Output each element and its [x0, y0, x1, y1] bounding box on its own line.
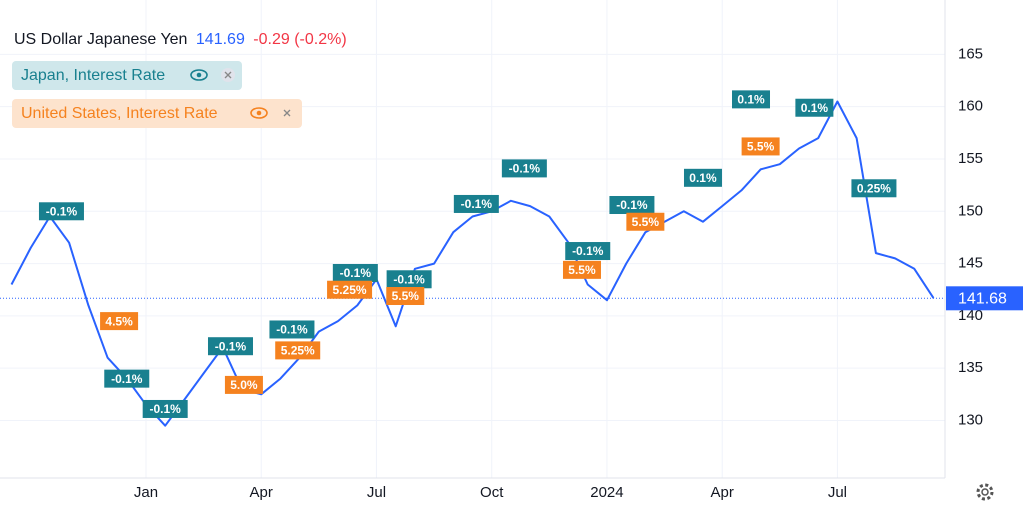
close-icon[interactable]	[283, 109, 291, 117]
current-price-box	[946, 286, 1023, 311]
event-flag-label: -0.1%	[111, 372, 143, 386]
event-flag	[269, 320, 315, 339]
title: US Dollar Japanese Yen	[14, 31, 187, 48]
event-flag-label: 5.5%	[568, 263, 596, 277]
event-flag-label: -0.1%	[150, 402, 182, 416]
header: US Dollar Japanese Yen 141.69 -0.29 (-0.…	[14, 31, 347, 48]
event-flag	[851, 179, 897, 198]
event-flag-label: -0.1%	[461, 197, 493, 211]
y-tick-label: 165	[958, 45, 983, 62]
event-flag-label: -0.1%	[340, 266, 372, 280]
event-flag-label: -0.1%	[572, 244, 604, 258]
event-flag	[332, 263, 378, 282]
event-flag-label: -0.1%	[393, 272, 425, 286]
x-tick-label: 2024	[590, 484, 623, 501]
y-tick-label: 160	[958, 98, 983, 115]
change: -0.29 (-0.2%)	[253, 31, 346, 48]
event-flag	[609, 196, 655, 215]
event-flag	[275, 341, 321, 360]
event-flag	[562, 260, 601, 279]
event-flag	[795, 98, 834, 117]
event-flag	[741, 137, 780, 156]
event-flag	[453, 194, 499, 213]
x-tick-label: Jan	[134, 484, 158, 501]
close-icon[interactable]	[221, 68, 235, 82]
legend-chip[interactable]	[12, 61, 242, 90]
x-tick-label: Apr	[711, 484, 734, 501]
x-tick-label: Apr	[250, 484, 273, 501]
event-flag-label: 5.5%	[632, 215, 660, 229]
event-flag	[501, 159, 547, 178]
event-flag	[224, 375, 263, 394]
eye-icon[interactable]	[190, 69, 208, 81]
price-line	[10, 100, 935, 427]
x-tick-label: Oct	[480, 484, 504, 501]
event-flag-label: 5.25%	[333, 283, 367, 297]
y-tick-label: 150	[958, 202, 983, 219]
x-tick-label: Jul	[828, 484, 847, 501]
eye-icon[interactable]	[250, 107, 268, 119]
event-flag-label: -0.1%	[276, 323, 308, 337]
event-flag-label: -0.1%	[46, 204, 78, 218]
event-flag-label: 5.5%	[747, 140, 775, 154]
event-flag-label: -0.1%	[616, 198, 648, 212]
event-flag-label: -0.1%	[215, 339, 247, 353]
event-flag-label: 0.25%	[857, 181, 891, 195]
event-flag	[207, 337, 253, 356]
event-flag-label: 4.5%	[105, 314, 133, 328]
settings-icon[interactable]	[976, 483, 994, 501]
event-flag	[386, 270, 432, 289]
y-tick-label: 135	[958, 359, 983, 376]
last-price: 141.69	[196, 31, 245, 48]
legend-chip[interactable]	[12, 99, 302, 128]
y-tick-label: 155	[958, 150, 983, 167]
y-tick-label: 140	[958, 307, 983, 324]
event-flag-label: -0.1%	[509, 162, 541, 176]
event-flag	[565, 242, 611, 261]
event-flag	[327, 280, 373, 299]
event-flag-label: 5.0%	[230, 378, 258, 392]
event-flag-label: 0.1%	[737, 93, 765, 107]
event-flag-label: 0.1%	[801, 101, 829, 115]
y-tick-label: 130	[958, 411, 983, 428]
legend-label: Japan, Interest Rate	[21, 67, 165, 84]
event-flag	[626, 212, 665, 231]
current-price-label: 141.68	[958, 291, 1007, 308]
event-flag	[38, 202, 84, 221]
y-tick-label: 145	[958, 255, 983, 272]
event-flag	[732, 90, 771, 109]
legend-label: United States, Interest Rate	[21, 105, 218, 122]
event-flag	[386, 287, 425, 306]
event-flag	[683, 168, 722, 187]
event-flag	[142, 399, 188, 418]
x-tick-label: Jul	[367, 484, 386, 501]
event-flag-label: 5.25%	[281, 344, 315, 358]
event-flag	[100, 312, 139, 331]
event-flag	[104, 369, 150, 388]
event-flag-label: 0.1%	[689, 171, 717, 185]
event-flag-label: 5.5%	[392, 289, 420, 303]
